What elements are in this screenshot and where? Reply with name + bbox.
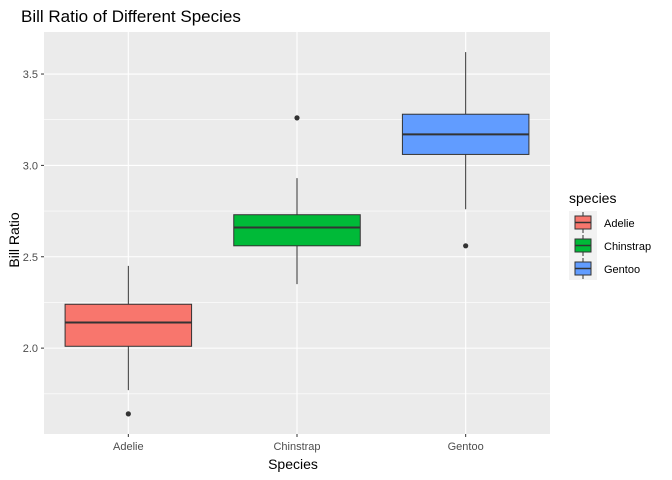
legend-title: species [569, 190, 616, 206]
legend-label: Gentoo [604, 264, 640, 276]
boxplots [64, 52, 530, 417]
outlier-point [125, 411, 131, 417]
y-tick-label: 2.0 [23, 343, 38, 355]
outlier-point [463, 243, 469, 249]
legend-entry-chinstrap: Chinstrap [569, 234, 651, 257]
y-tick-label: 3.5 [23, 69, 38, 81]
y-axis-title: Bill Ratio [6, 212, 22, 267]
legend-entry-gentoo: Gentoo [569, 257, 640, 280]
x-tick-label: Adelie [113, 441, 144, 453]
box-adelie [64, 265, 193, 417]
box-iqr [233, 214, 361, 247]
y-tick-label: 3.0 [23, 160, 38, 172]
box-chinstrap [233, 115, 361, 285]
x-axis: Adelie Chinstrap Gentoo [113, 434, 484, 453]
chart-title: Bill Ratio of Different Species [21, 7, 241, 26]
box-iqr [64, 303, 193, 347]
x-tick-label: Gentoo [448, 441, 484, 453]
box-gentoo [401, 52, 530, 249]
outlier-point [294, 115, 300, 121]
legend: species Adelie Chinstrap Gentoo [569, 190, 651, 280]
y-tick-label: 2.5 [23, 252, 38, 264]
legend-label: Chinstrap [604, 241, 651, 253]
x-axis-title: Species [268, 456, 318, 472]
legend-label: Adelie [604, 218, 635, 230]
y-axis: 2.0 2.5 3.0 3.5 [23, 69, 44, 355]
legend-entry-adelie: Adelie [569, 211, 635, 234]
x-tick-label: Chinstrap [273, 441, 320, 453]
